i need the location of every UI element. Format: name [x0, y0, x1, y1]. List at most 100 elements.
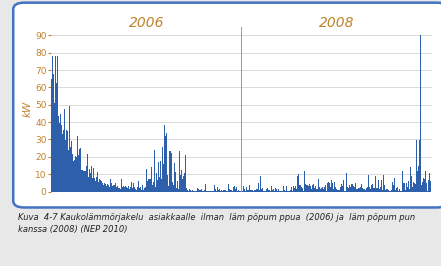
Bar — [85, 171, 86, 192]
Bar — [148, 178, 149, 192]
Bar — [426, 183, 427, 192]
Bar — [293, 186, 294, 192]
Bar — [250, 188, 251, 192]
Bar — [338, 189, 339, 192]
Bar — [62, 115, 63, 192]
Bar — [150, 179, 151, 192]
Bar — [83, 171, 84, 192]
Bar — [276, 189, 277, 192]
Bar — [219, 189, 220, 192]
Bar — [149, 179, 150, 192]
Bar — [109, 186, 110, 192]
Bar — [75, 156, 76, 192]
Bar — [355, 191, 356, 192]
Bar — [315, 181, 316, 192]
Bar — [54, 103, 55, 192]
Bar — [286, 186, 287, 192]
Bar — [167, 187, 168, 192]
Bar — [157, 188, 158, 192]
Bar — [204, 190, 205, 192]
Bar — [158, 163, 159, 192]
Bar — [272, 184, 273, 192]
Bar — [314, 188, 315, 192]
Bar — [99, 179, 100, 192]
Bar — [339, 181, 340, 192]
Bar — [344, 187, 345, 192]
Bar — [125, 186, 126, 192]
Bar — [328, 185, 329, 192]
Bar — [104, 183, 105, 192]
Bar — [414, 183, 415, 192]
Bar — [264, 191, 265, 192]
Bar — [408, 175, 409, 192]
Bar — [130, 189, 131, 192]
Bar — [285, 191, 286, 192]
Bar — [93, 170, 94, 192]
Bar — [266, 189, 267, 192]
Bar — [74, 132, 75, 192]
Bar — [270, 191, 271, 192]
Bar — [337, 190, 338, 192]
Bar — [90, 173, 91, 192]
Bar — [326, 190, 327, 192]
Bar — [152, 185, 153, 192]
Bar — [100, 182, 101, 192]
Bar — [240, 191, 241, 192]
Bar — [193, 191, 194, 192]
Bar — [105, 176, 106, 192]
Bar — [372, 184, 373, 192]
Bar — [394, 178, 395, 192]
Bar — [279, 191, 280, 192]
Bar — [192, 190, 193, 192]
Bar — [153, 182, 154, 192]
Bar — [325, 185, 326, 192]
Bar — [165, 136, 166, 192]
Bar — [389, 191, 390, 192]
Bar — [392, 182, 393, 192]
Bar — [126, 187, 127, 192]
Bar — [388, 190, 389, 192]
Bar — [301, 191, 302, 192]
Bar — [371, 185, 372, 192]
Bar — [56, 84, 57, 192]
Bar — [95, 181, 96, 192]
Bar — [195, 191, 196, 192]
Bar — [210, 188, 211, 192]
Bar — [415, 184, 416, 192]
Bar — [124, 187, 125, 192]
Bar — [342, 186, 343, 192]
Bar — [308, 186, 309, 192]
Bar — [223, 190, 224, 192]
Bar — [303, 182, 304, 192]
Bar — [273, 189, 274, 192]
Bar — [353, 186, 354, 192]
Bar — [203, 191, 204, 192]
Bar — [265, 190, 266, 192]
Bar — [373, 188, 374, 192]
Bar — [155, 187, 156, 192]
Bar — [396, 191, 397, 192]
Bar — [117, 186, 118, 192]
Bar — [121, 179, 122, 192]
Bar — [352, 184, 353, 192]
Bar — [86, 166, 87, 192]
Bar — [102, 184, 103, 192]
Bar — [409, 189, 410, 192]
Bar — [255, 190, 256, 192]
Bar — [262, 188, 263, 192]
Bar — [290, 190, 291, 192]
Bar — [317, 189, 318, 192]
Bar — [380, 183, 381, 192]
Bar — [92, 178, 93, 192]
Bar — [221, 190, 222, 192]
Bar — [369, 187, 370, 192]
Bar — [261, 190, 262, 192]
Text: 2006: 2006 — [129, 16, 164, 30]
Bar — [71, 141, 72, 192]
Bar — [318, 178, 319, 192]
Bar — [359, 188, 360, 192]
Bar — [401, 191, 402, 192]
Bar — [58, 116, 59, 192]
Bar — [232, 191, 233, 192]
Bar — [375, 176, 376, 192]
